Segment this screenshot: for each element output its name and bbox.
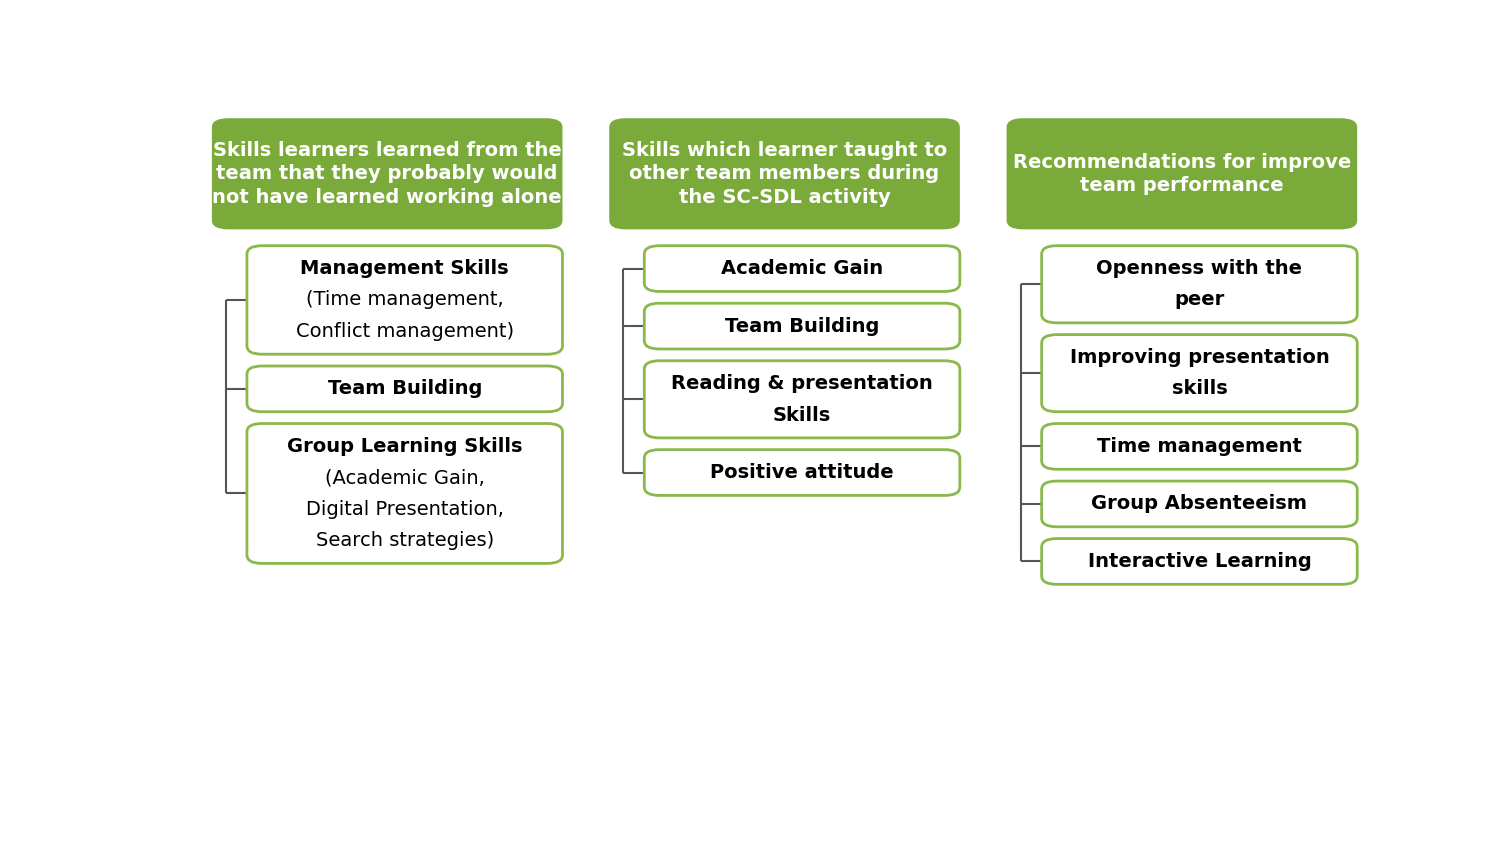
Text: Team Building: Team Building xyxy=(725,317,879,335)
FancyBboxPatch shape xyxy=(644,450,961,496)
Text: Reading & presentation: Reading & presentation xyxy=(671,374,933,393)
Text: Team Building: Team Building xyxy=(327,380,483,398)
Text: Skills: Skills xyxy=(774,406,831,424)
FancyBboxPatch shape xyxy=(1042,245,1357,323)
Text: (Academic Gain,: (Academic Gain, xyxy=(324,469,484,487)
Text: (Time management,: (Time management, xyxy=(306,290,504,309)
Text: Group Absenteeism: Group Absenteeism xyxy=(1092,494,1307,514)
Text: Interactive Learning: Interactive Learning xyxy=(1087,552,1312,571)
Text: Time management: Time management xyxy=(1096,437,1301,456)
Text: peer: peer xyxy=(1175,290,1224,309)
FancyBboxPatch shape xyxy=(644,361,961,438)
FancyBboxPatch shape xyxy=(1042,335,1357,412)
Text: Search strategies): Search strategies) xyxy=(315,531,493,550)
Text: Conflict management): Conflict management) xyxy=(296,322,514,340)
Text: skills: skills xyxy=(1172,380,1228,398)
Text: Skills learners learned from the
team that they probably would
not have learned : Skills learners learned from the team th… xyxy=(213,141,562,207)
FancyBboxPatch shape xyxy=(247,245,562,354)
Text: Improving presentation: Improving presentation xyxy=(1069,348,1329,367)
Text: Openness with the: Openness with the xyxy=(1096,259,1303,278)
Text: Group Learning Skills: Group Learning Skills xyxy=(287,437,522,456)
FancyBboxPatch shape xyxy=(247,424,562,564)
FancyBboxPatch shape xyxy=(1042,538,1357,584)
FancyBboxPatch shape xyxy=(644,245,961,291)
Text: Academic Gain: Academic Gain xyxy=(721,259,884,278)
FancyBboxPatch shape xyxy=(1042,424,1357,469)
Text: Skills which learner taught to
other team members during
the SC-SDL activity: Skills which learner taught to other tea… xyxy=(621,141,947,207)
FancyBboxPatch shape xyxy=(644,303,961,349)
FancyBboxPatch shape xyxy=(211,118,562,229)
Text: Management Skills: Management Skills xyxy=(300,259,510,278)
Text: Digital Presentation,: Digital Presentation, xyxy=(306,500,504,519)
FancyBboxPatch shape xyxy=(609,118,959,229)
FancyBboxPatch shape xyxy=(1007,118,1357,229)
Text: Positive attitude: Positive attitude xyxy=(710,463,894,482)
FancyBboxPatch shape xyxy=(1042,481,1357,526)
FancyBboxPatch shape xyxy=(247,366,562,412)
Text: Recommendations for improve
team performance: Recommendations for improve team perform… xyxy=(1013,153,1351,195)
